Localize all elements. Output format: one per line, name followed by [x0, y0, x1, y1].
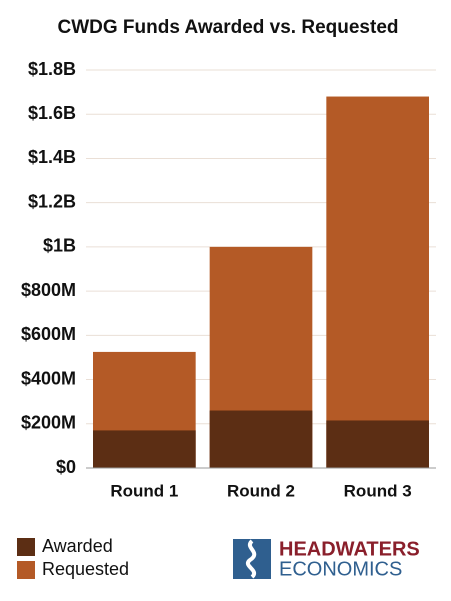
y-tick-label: $0 — [56, 457, 76, 477]
legend-swatch — [17, 538, 35, 556]
bar — [326, 420, 429, 468]
y-tick-label: $1B — [43, 236, 76, 256]
y-tick-label: $1.4B — [28, 147, 76, 167]
x-tick-label: Round 2 — [227, 481, 295, 500]
y-tick-label: $400M — [21, 368, 76, 388]
x-tick-label: Round 1 — [110, 481, 178, 500]
logo-line2: ECONOMICS — [279, 558, 402, 580]
bar — [93, 430, 196, 468]
y-tick-label: $200M — [21, 413, 76, 433]
y-tick-label: $600M — [21, 324, 76, 344]
chart-title: CWDG Funds Awarded vs. Requested — [58, 17, 399, 38]
y-tick-label: $1.8B — [28, 59, 76, 79]
logo-line1: HEADWATERS — [279, 538, 420, 560]
x-tick-label: Round 3 — [344, 481, 412, 500]
bar — [326, 96, 429, 469]
legend-label: Requested — [42, 559, 129, 579]
y-tick-label: $1.2B — [28, 191, 76, 211]
y-tick-label: $1.6B — [28, 103, 76, 123]
legend-swatch — [17, 561, 35, 579]
bar — [209, 410, 313, 468]
legend-label: Awarded — [42, 536, 113, 556]
logo: HEADWATERS ECONOMICS — [233, 538, 420, 580]
logo-river — [246, 539, 257, 579]
y-tick-label: $800M — [21, 280, 76, 300]
